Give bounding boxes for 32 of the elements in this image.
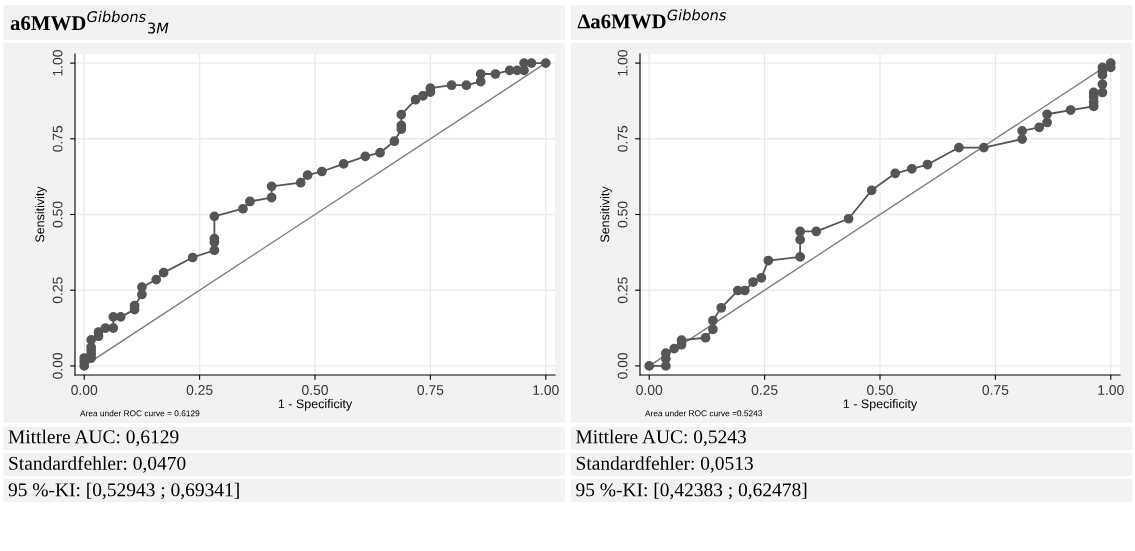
- x-tick-label: 0.25: [751, 385, 778, 395]
- x-axis-title: 1 - Specificity: [278, 399, 353, 411]
- x-tick-label: 0.25: [186, 385, 213, 395]
- y-tick-label: 0.50: [617, 201, 628, 228]
- chart-title: ∆a6MWD$^{Gibbons}$: [577, 9, 727, 29]
- y-tick-label: 0.25: [617, 277, 628, 304]
- y-tick-label: 0.75: [52, 125, 63, 152]
- text: Mittlere AUC: 0,6129: [8, 429, 179, 447]
- x-axis-title: 1 - Specificity: [843, 399, 918, 411]
- x-tick-label: 0.75: [982, 385, 1009, 395]
- text: Standardfehler: 0,0470: [9, 455, 186, 473]
- text: 95 %-KI: [0,42383 ; 0,62478]: [576, 482, 807, 500]
- text: Area under ROC curve = 0.6129: [80, 410, 200, 417]
- y-tick-label: 0.75: [617, 125, 628, 152]
- x-tick-label: 1.00: [1098, 385, 1124, 395]
- y-axis-title: Sensitivity: [600, 186, 612, 243]
- y-tick-label: 0.50: [52, 201, 63, 228]
- text: 95 %-KI: [0,52943 ; 0,69341]: [8, 482, 239, 500]
- y-axis-title: Sensitivity: [35, 186, 47, 243]
- y-tick-label: 0.25: [52, 277, 63, 304]
- x-tick-label: 0.75: [417, 385, 444, 395]
- x-tick-label: 1.00: [533, 385, 559, 395]
- text: Area under ROC curve =0.5243: [645, 410, 763, 417]
- x-tick-label: 0.00: [71, 385, 98, 395]
- x-tick-label: 0.50: [867, 385, 893, 395]
- y-tick-label: 1.00: [52, 50, 63, 76]
- x-tick-label: 0.50: [302, 385, 328, 395]
- text: Standardfehler: 0,0513: [576, 455, 753, 473]
- y-tick-label: 1.00: [617, 50, 628, 76]
- chart-title: a6MWD$^{Gibbons}$$_{3M}$: [10, 10, 169, 34]
- x-tick-label: 0.00: [636, 385, 663, 395]
- text: Mittlere AUC: 0,5243: [576, 429, 746, 447]
